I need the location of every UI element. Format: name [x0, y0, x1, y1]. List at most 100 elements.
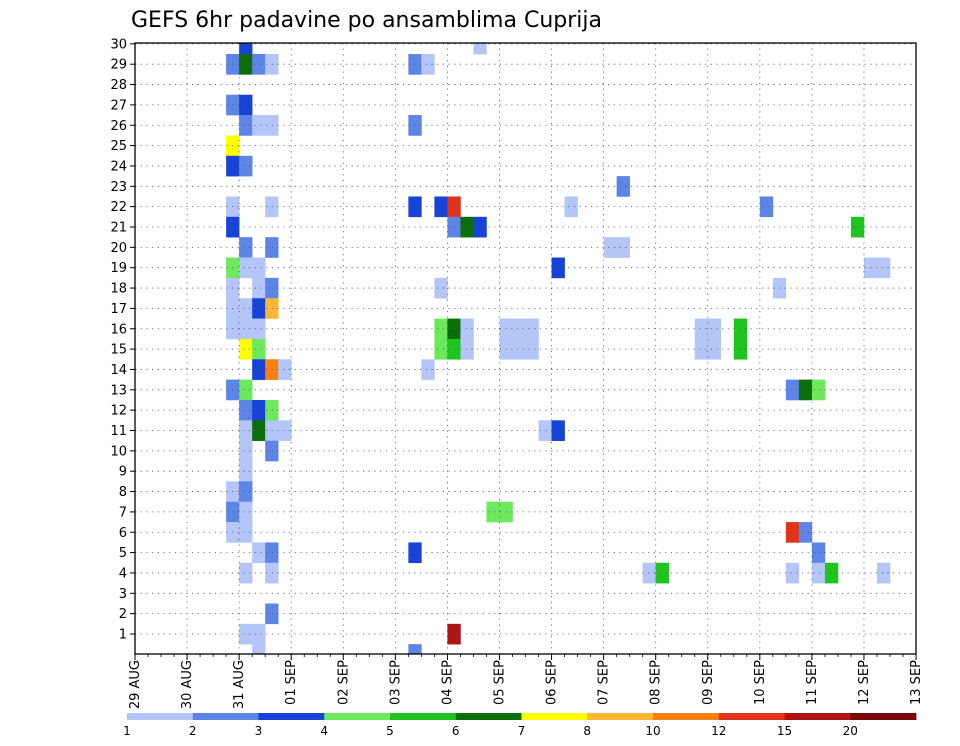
precip-cell	[252, 644, 266, 654]
x-tick-label: 13 SEP	[909, 660, 924, 705]
precip-cell	[785, 562, 800, 584]
precip-cell	[929, 95, 942, 116]
precip-cell	[694, 318, 709, 340]
x-tick-label: 04 SEP	[440, 660, 455, 705]
precip-cell	[252, 115, 266, 136]
precip-cell	[252, 257, 266, 279]
y-tick-label: 26	[110, 119, 127, 134]
legend-label: 5	[386, 724, 394, 738]
precip-cell	[434, 196, 448, 218]
precip-cell	[460, 318, 474, 340]
precip-cell	[252, 318, 266, 340]
legend-swatch	[258, 713, 325, 720]
y-tick-label: 15	[110, 343, 127, 358]
x-axis: 29 AUG 30 AUG 31 AUG 01 SEP 02 SEP 03 SEP 04 S…	[128, 654, 924, 709]
precip-cell	[785, 379, 800, 401]
precip-cell	[421, 54, 435, 75]
y-tick-label: 19	[110, 261, 127, 276]
precip-cell	[759, 196, 774, 218]
precip-cell	[551, 257, 565, 279]
precip-cell	[512, 338, 526, 360]
precip-cell	[239, 481, 253, 503]
legend-label: 8	[583, 724, 591, 738]
precip-cell	[239, 399, 253, 421]
precip-cell	[239, 257, 253, 279]
precip-cell	[707, 318, 722, 340]
precip-cell	[616, 237, 630, 258]
precip-cell	[239, 54, 253, 75]
precip-cell	[916, 583, 929, 604]
precip-cell	[239, 155, 253, 177]
precip-cell	[694, 338, 709, 360]
precip-cell	[252, 623, 266, 645]
legend-label: 6	[452, 724, 460, 738]
precip-cell	[564, 196, 578, 218]
precip-cell	[811, 379, 826, 401]
precip-cell	[447, 216, 461, 238]
precip-cell	[460, 338, 474, 360]
y-tick-label: 29	[110, 58, 127, 73]
precip-cell	[239, 623, 253, 645]
precip-cell	[486, 501, 500, 523]
y-tick-label: 3	[119, 587, 127, 602]
x-tick-label: 08 SEP	[649, 660, 664, 705]
precip-cell	[239, 94, 253, 116]
precip-cell	[252, 298, 266, 319]
precip-cell	[252, 399, 266, 421]
precip-cell	[252, 338, 266, 360]
legend-swatch	[455, 713, 522, 720]
y-axis: 1234567891011121314151617181920212223242…	[110, 37, 135, 643]
precip-cell	[239, 440, 253, 462]
precip-cell	[785, 522, 800, 543]
precip-cell	[916, 461, 929, 482]
precip-cell	[239, 461, 253, 482]
precip-cell	[707, 338, 722, 360]
x-tick-label: 01 SEP	[284, 660, 299, 705]
color-legend: 1 2 3 4 5 6 7 8 10 12 15 20	[123, 713, 917, 738]
x-tick-label: 09 SEP	[701, 660, 716, 705]
precip-cell	[929, 461, 942, 482]
x-tick-label: 12 SEP	[857, 660, 872, 705]
y-tick-label: 24	[110, 159, 127, 174]
precip-cell	[434, 277, 448, 299]
y-tick-label: 17	[110, 302, 127, 317]
precip-cell	[239, 379, 253, 401]
y-tick-label: 13	[110, 383, 127, 398]
precip-cell	[551, 420, 565, 441]
y-tick-label: 10	[110, 444, 127, 459]
legend-swatch	[784, 713, 851, 720]
precip-cell	[278, 420, 292, 441]
precip-cell	[408, 644, 422, 654]
precip-cell	[239, 338, 253, 360]
precip-cell	[733, 338, 748, 360]
precip-cell	[916, 258, 929, 279]
legend-label: 15	[777, 724, 792, 738]
y-tick-label: 7	[119, 505, 127, 520]
precip-cell	[252, 277, 266, 299]
precip-cell	[278, 359, 292, 380]
y-tick-label: 25	[110, 139, 127, 154]
precip-cell	[239, 115, 253, 136]
legend-label: 20	[843, 724, 858, 738]
x-tick-label: 03 SEP	[388, 660, 403, 705]
precip-cell	[252, 420, 266, 441]
y-tick-label: 12	[110, 404, 127, 419]
legend-label: 4	[320, 724, 328, 738]
precip-cell	[239, 237, 253, 258]
y-tick-label: 5	[119, 546, 127, 561]
precip-cell	[447, 338, 461, 360]
y-tick-label: 27	[110, 98, 127, 113]
legend-swatch	[653, 713, 720, 720]
legend-swatch	[850, 713, 917, 720]
precip-cell	[252, 54, 266, 75]
precip-cell	[811, 562, 826, 584]
precip-cell	[473, 43, 487, 55]
precip-cell	[239, 562, 253, 584]
precip-cell	[447, 318, 461, 340]
x-tick-label: 11 SEP	[805, 660, 820, 705]
precip-cell	[447, 196, 461, 218]
chart-title: GEFS 6hr padavine po ansamblima Cuprija	[131, 8, 602, 33]
legend-swatch	[718, 713, 785, 720]
